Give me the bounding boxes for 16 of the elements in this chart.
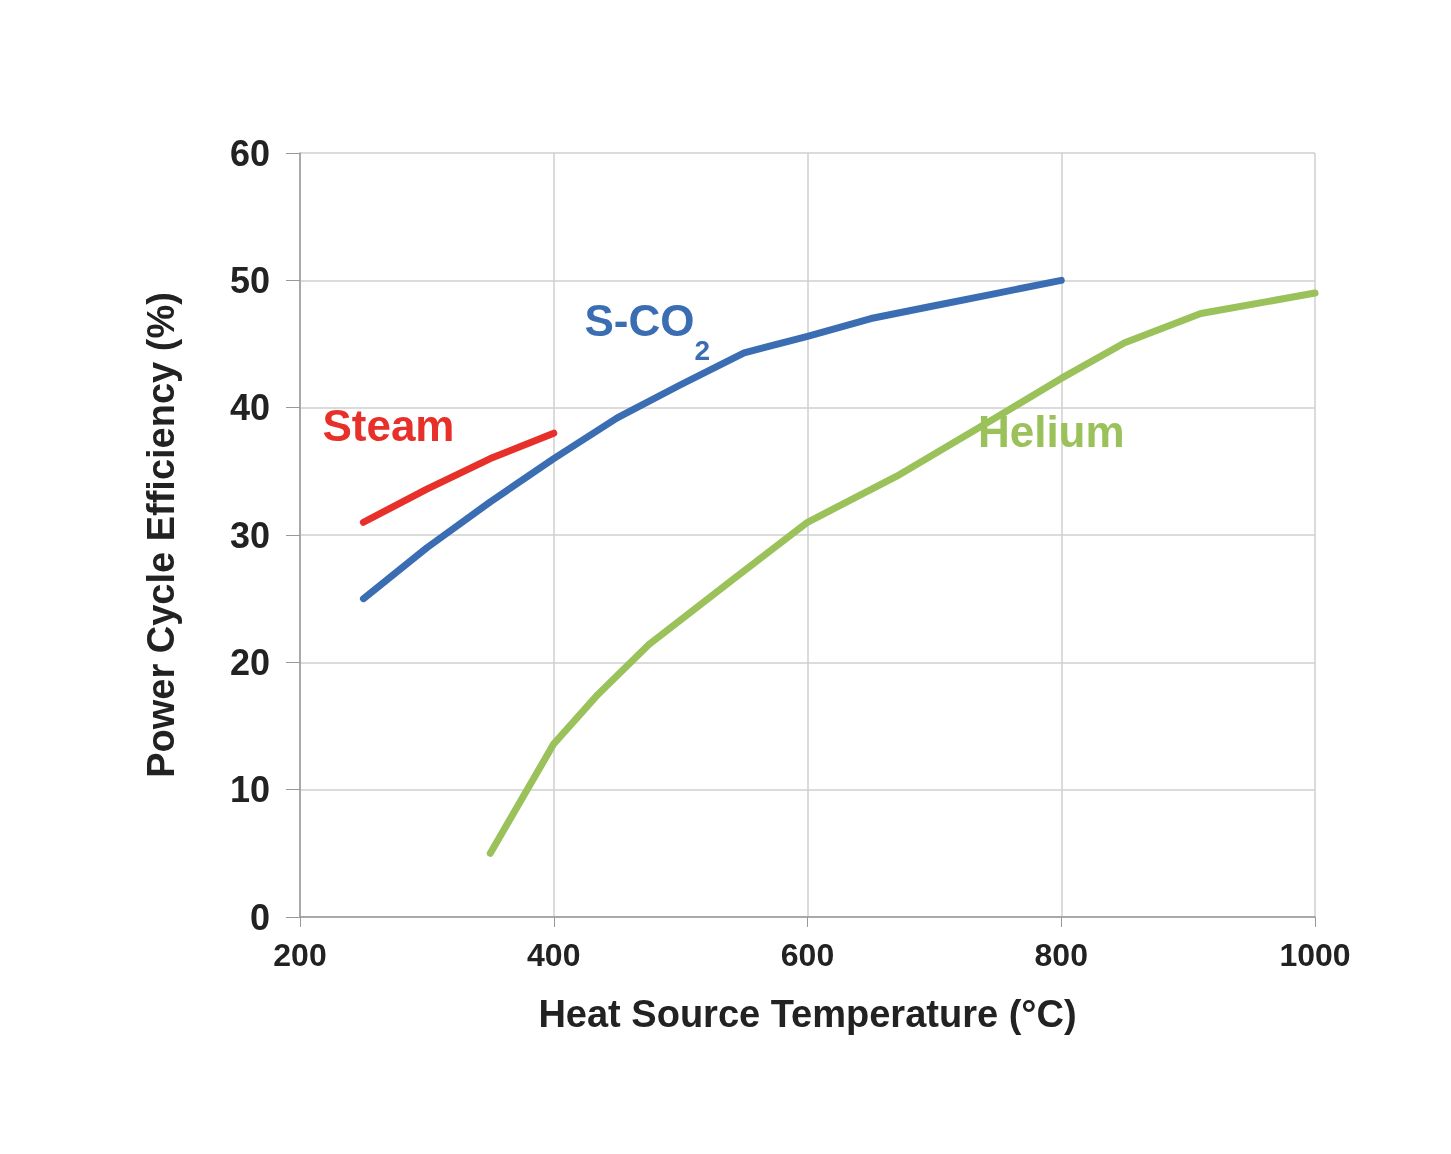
x-tick-label: 800 [1034, 937, 1088, 973]
x-axis-title: Heat Source Temperature (°C) [538, 993, 1077, 1035]
y-tick-label: 10 [229, 769, 270, 811]
x-tick-label: 400 [527, 937, 581, 973]
x-tick-label: 1000 [1279, 937, 1351, 973]
y-tick-label: 60 [229, 132, 270, 174]
y-tick-label: 20 [229, 641, 270, 683]
series-label: Helium [977, 406, 1125, 456]
y-tick-label: 30 [229, 514, 270, 556]
y-tick-label: 50 [229, 259, 270, 301]
y-axis-title: Power Cycle Efficiency (%) [140, 292, 182, 778]
y-tick-label: 0 [249, 896, 270, 938]
x-tick-label: 600 [780, 937, 835, 973]
x-tick-label: 200 [273, 937, 327, 973]
y-tick-label: 40 [229, 387, 270, 429]
series-label: Steam [322, 400, 455, 450]
